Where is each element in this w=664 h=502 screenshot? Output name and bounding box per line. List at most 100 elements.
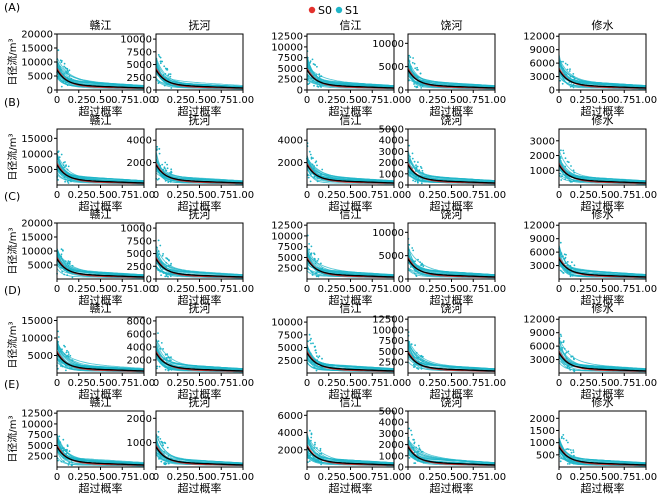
s1-point [412, 455, 414, 458]
s1-point [307, 176, 310, 179]
s1-point [170, 369, 173, 371]
s1-point [71, 80, 74, 83]
s1-point [564, 165, 567, 168]
s1-point [59, 350, 62, 353]
x-tick-label: 0.50 [188, 472, 210, 483]
y-tick-label: 1000 [530, 166, 555, 177]
s1-point [572, 357, 575, 360]
y-tick-label: 1000 [379, 169, 404, 180]
panel-title: 信江 [340, 114, 362, 127]
s1-curve [155, 248, 244, 276]
x-axis-label: 超过概率 [581, 199, 625, 213]
x-tick-label: 0.75 [111, 95, 133, 106]
x-tick-label: 0 [304, 378, 310, 389]
s1-curve [407, 449, 496, 464]
s1-point [559, 269, 562, 272]
s1-point [310, 77, 313, 80]
s1-point [63, 166, 66, 169]
median-curve [56, 69, 145, 89]
panel-title: 抚河 [189, 301, 211, 315]
s1-point [422, 461, 425, 464]
s1-point [559, 172, 562, 175]
s1-point [318, 461, 320, 464]
x-tick-label: 1.00 [484, 378, 506, 389]
s1-point [65, 165, 67, 168]
s1-point [422, 355, 424, 358]
y-tick-label: 7500 [127, 47, 152, 58]
s1-point [319, 362, 321, 365]
x-tick-label: 0.25 [419, 284, 441, 295]
x-tick-label: 0 [153, 190, 159, 201]
x-tick-label: 0.75 [111, 284, 133, 295]
s1-point [569, 85, 572, 88]
s1-point [312, 157, 314, 160]
s1-point [63, 273, 66, 276]
s1-point [60, 255, 63, 258]
s1-curve [407, 149, 496, 182]
s1-point [169, 275, 172, 278]
y-tick-label: 10000 [21, 58, 53, 69]
s1-point [66, 176, 69, 179]
s1-point [408, 249, 411, 252]
s1-point [57, 75, 60, 78]
s1-point [572, 462, 575, 465]
s1-point [312, 342, 314, 345]
s1-point [67, 182, 70, 184]
s1-point [572, 75, 574, 78]
s1-point [57, 150, 60, 153]
x-axis-label: 超过概率 [329, 199, 373, 213]
y-tick-label: 4000 [278, 428, 303, 439]
s1-point [315, 369, 318, 372]
x-tick-label: 0.25 [318, 190, 340, 201]
panel-赣江: 赣江 5000 10000 15000 0 0.25 0.50 0.75 1.00 超过概率 [21, 113, 155, 213]
s1-point [162, 74, 165, 76]
s1-point [320, 269, 323, 271]
x-tick-label: 0.75 [111, 472, 133, 483]
s1-point [409, 159, 412, 162]
median-curve [155, 164, 244, 184]
s1-point [63, 176, 66, 179]
y-tick-label: 8000 [127, 316, 152, 327]
s1-point [316, 359, 319, 361]
s1-point [570, 451, 573, 454]
x-tick-label: 0.25 [318, 472, 340, 483]
median-curve [407, 164, 496, 184]
s1-point [65, 351, 68, 354]
x-tick-label: 0.50 [591, 378, 613, 389]
x-tick-label: 0.25 [570, 95, 592, 106]
s1-point [58, 156, 61, 159]
s1-point [166, 258, 169, 260]
s1-point [165, 265, 167, 268]
s1-point [561, 348, 563, 351]
s1-point [159, 244, 162, 247]
s1-point [66, 84, 69, 87]
s1-point [561, 175, 563, 178]
x-tick-label: 0.75 [462, 284, 484, 295]
s1-point [411, 61, 414, 64]
s1-point [410, 343, 413, 346]
s1-point [66, 77, 69, 79]
x-tick-label: 0 [304, 95, 310, 106]
panel-title: 饶河 [441, 19, 463, 32]
s1-point [169, 73, 172, 75]
x-tick-label: 0.50 [188, 95, 210, 106]
s1-point [560, 164, 563, 166]
s1-point [415, 275, 418, 277]
median-curve [407, 258, 496, 278]
s1-point [60, 85, 63, 88]
s1-point [314, 349, 317, 352]
s1-point [314, 260, 317, 263]
s1-point [408, 427, 411, 430]
panel-title: 饶河 [441, 114, 463, 127]
y-tick-label: 2500 [278, 75, 303, 86]
s1-point [316, 260, 319, 262]
s1-point [413, 260, 415, 263]
median-curve [155, 258, 244, 278]
y-tick-label: 9000 [530, 45, 555, 56]
s1-point [169, 75, 172, 78]
x-tick-label: 0.25 [68, 284, 90, 295]
s1-point [314, 262, 317, 265]
s1-point [320, 86, 322, 88]
x-tick-label: 1.00 [232, 95, 254, 106]
